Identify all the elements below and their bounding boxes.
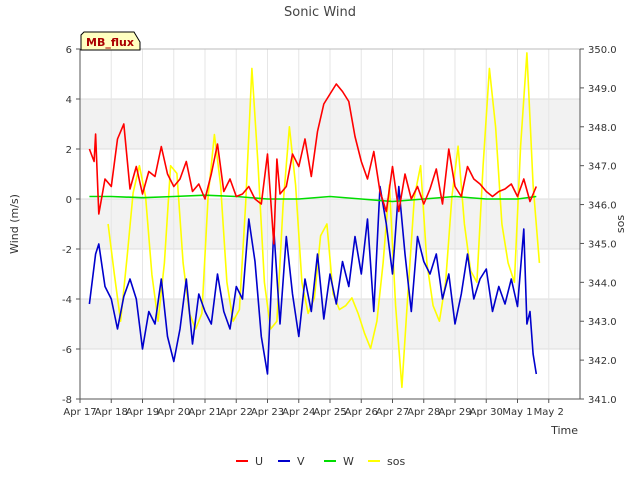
y2-axis-label: sos <box>614 215 627 233</box>
y-tick-label: -8 <box>62 395 72 406</box>
x-tick-label: Apr 17 <box>63 407 96 418</box>
badge-label: MB_flux <box>86 36 134 49</box>
y2-tick-label: 349.0 <box>588 84 617 95</box>
x-tick-label: May 1 <box>502 407 532 418</box>
y2-tick-label: 345.0 <box>588 239 617 250</box>
y2-tick-label: 350.0 <box>588 45 617 56</box>
x-tick-label: Apr 23 <box>251 407 284 418</box>
y2-tick-label: 348.0 <box>588 123 617 134</box>
y-axis-label: Wind (m/s) <box>8 194 21 254</box>
x-tick-label: Apr 28 <box>407 407 440 418</box>
legend-label-w: W <box>343 455 354 468</box>
y2-tick-label: 344.0 <box>588 278 617 289</box>
legend-label-sos: sos <box>387 455 405 468</box>
x-tick-label: Apr 20 <box>157 407 190 418</box>
y2-tick-label: 346.0 <box>588 201 617 212</box>
y2-tick-label: 343.0 <box>588 317 617 328</box>
y-axis-left: -8 -6 -4 -2 0 2 4 6 <box>62 45 81 406</box>
badge-shape <box>80 31 141 51</box>
y-tick-label: 2 <box>66 145 72 156</box>
y2-tick-label: 341.0 <box>588 395 617 406</box>
y-tick-label: -4 <box>62 295 72 306</box>
series-line-u <box>88 83 538 245</box>
x-axis-label: Time <box>550 424 578 437</box>
y2-tick-label: 342.0 <box>588 356 617 367</box>
legend-label-v: V <box>297 455 305 468</box>
series-layer <box>88 52 541 389</box>
x-tick-label: Apr 26 <box>345 407 378 418</box>
y-tick-label: -2 <box>62 245 72 256</box>
x-tick-label: Apr 24 <box>282 407 315 418</box>
y-tick-label: 0 <box>66 195 72 206</box>
y-axis-right: 341.0 342.0 343.0 344.0 345.0 346.0 347.0 348.0… <box>579 45 617 406</box>
x-tick-label: Apr 29 <box>438 407 471 418</box>
series-line-w <box>89 194 537 203</box>
x-tick-label: Apr 30 <box>470 407 503 418</box>
legend-label-u: U <box>255 455 263 468</box>
x-tick-label: Apr 19 <box>126 407 159 418</box>
y-tick-label: 4 <box>66 95 72 106</box>
x-tick-label: Apr 25 <box>313 407 346 418</box>
series-line-v <box>88 185 538 375</box>
series-line-sos <box>107 52 541 389</box>
y-tick-label: 6 <box>66 45 72 56</box>
x-tick-label: May 2 <box>534 407 564 418</box>
chart-title: Sonic Wind <box>284 5 356 20</box>
x-tick-label: Apr 18 <box>95 407 128 418</box>
x-tick-label: Apr 27 <box>376 407 409 418</box>
x-tick-label: Apr 22 <box>220 407 253 418</box>
x-tick-label: Apr 21 <box>188 407 221 418</box>
y2-tick-label: 347.0 <box>588 162 617 173</box>
mb-flux-badge: MB_flux <box>80 31 141 51</box>
y-tick-label: -6 <box>62 345 72 356</box>
